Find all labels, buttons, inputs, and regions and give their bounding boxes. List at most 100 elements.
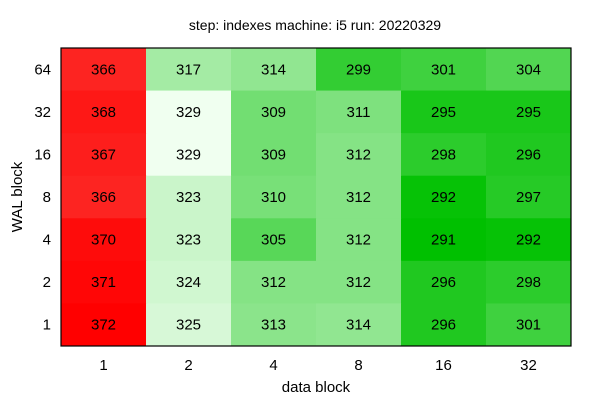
cell-value-label: 301	[516, 317, 541, 334]
y-axis-tick-labels: 64 32 16 8 4 2 1	[34, 61, 51, 333]
cell-value-label: 292	[516, 232, 541, 249]
heatmap-cells	[61, 48, 572, 347]
cell-value-label: 313	[261, 317, 286, 334]
heatmap-cell	[146, 90, 232, 134]
heatmap-cell	[231, 260, 317, 304]
heatmap-cell	[401, 90, 487, 134]
cell-value-label: 367	[91, 146, 116, 163]
heatmap-cell	[61, 303, 147, 347]
cell-value-label: 310	[261, 189, 286, 206]
x-tick-label: 8	[354, 357, 362, 374]
x-tick-label: 16	[435, 357, 452, 374]
heatmap-cell	[146, 133, 232, 177]
cell-value-label: 371	[91, 274, 116, 291]
cell-value-label: 298	[516, 274, 541, 291]
heatmap-cell	[61, 90, 147, 134]
cell-value-label: 296	[516, 146, 541, 163]
y-tick-label: 2	[43, 274, 51, 291]
heatmap-cell	[401, 303, 487, 347]
cell-value-label: 312	[261, 274, 286, 291]
cell-value-label: 329	[176, 104, 201, 121]
cell-value-label: 323	[176, 232, 201, 249]
cell-value-label: 291	[431, 232, 456, 249]
heatmap-cell	[146, 218, 232, 262]
heatmap-cell	[316, 133, 402, 177]
cell-value-label: 312	[346, 232, 371, 249]
heatmap-cell	[486, 133, 572, 177]
y-tick-label: 32	[34, 104, 51, 121]
cell-value-labels: 366 317 314 299 301 304 368 329 309 311 295 295 367 3…	[91, 61, 541, 333]
cell-value-label: 297	[516, 189, 541, 206]
cell-value-label: 311	[347, 104, 371, 121]
cell-value-label: 366	[91, 61, 116, 78]
heatmap-cell	[401, 133, 487, 177]
heatmap-cell	[146, 48, 232, 92]
heatmap-cell	[61, 133, 147, 177]
cell-value-label: 292	[431, 189, 456, 206]
cell-value-label: 312	[346, 146, 371, 163]
cell-value-label: 370	[91, 232, 116, 249]
y-tick-label: 4	[43, 232, 51, 249]
x-tick-label: 2	[184, 357, 192, 374]
cell-value-label: 309	[261, 146, 286, 163]
heatmap-cell	[231, 175, 317, 219]
cell-value-label: 366	[91, 189, 116, 206]
cell-value-label: 317	[176, 61, 201, 78]
heatmap-cell	[401, 48, 487, 92]
x-axis-label: data block	[282, 379, 351, 396]
cell-value-label: 296	[431, 274, 456, 291]
heatmap-cell	[486, 48, 572, 92]
heatmap-cell	[231, 133, 317, 177]
cell-value-label: 304	[516, 61, 541, 78]
heatmap-cell	[61, 48, 147, 92]
cell-value-label: 323	[176, 189, 201, 206]
heatmap-cell	[316, 90, 402, 134]
heatmap-cell	[146, 260, 232, 304]
y-tick-label: 8	[43, 189, 51, 206]
heatmap-cell	[316, 303, 402, 347]
heatmap-cell	[61, 260, 147, 304]
cell-value-label: 295	[431, 104, 456, 121]
heatmap-cell	[486, 218, 572, 262]
cell-value-label: 325	[176, 317, 201, 334]
cell-value-label: 372	[91, 317, 116, 334]
heatmap-cell	[61, 175, 147, 219]
plot-border	[60, 47, 572, 347]
x-axis-tick-labels: 1 2 4 8 16 32	[99, 357, 537, 374]
heatmap-cell	[486, 90, 572, 134]
heatmap-cell	[231, 48, 317, 92]
x-tick-label: 4	[269, 357, 277, 374]
heatmap-cell	[401, 175, 487, 219]
y-tick-label: 16	[34, 146, 51, 163]
heatmap-cell	[401, 218, 487, 262]
cell-value-label: 309	[261, 104, 286, 121]
heatmap-cell	[231, 303, 317, 347]
cell-value-label: 312	[346, 189, 371, 206]
chart-title: step: indexes machine: i5 run: 20220329	[189, 17, 441, 33]
heatmap-cell	[231, 90, 317, 134]
cell-value-label: 301	[431, 61, 456, 78]
x-tick-label: 1	[99, 357, 107, 374]
cell-value-label: 299	[346, 61, 371, 78]
heatmap-cell	[486, 303, 572, 347]
heatmap-cell	[316, 260, 402, 304]
cell-value-label: 296	[431, 317, 456, 334]
heatmap-cell	[486, 175, 572, 219]
cell-value-label: 298	[431, 146, 456, 163]
y-axis-label: WAL block	[9, 161, 26, 232]
heatmap-cell	[316, 218, 402, 262]
y-tick-label: 1	[43, 317, 51, 334]
cell-value-label: 324	[176, 274, 201, 291]
heatmap-cell	[401, 260, 487, 304]
heatmap-cell	[61, 218, 147, 262]
heatmap-cell	[316, 48, 402, 92]
cell-value-label: 295	[516, 104, 541, 121]
cell-value-label: 368	[91, 104, 116, 121]
heatmap-cell	[486, 260, 572, 304]
x-tick-label: 32	[520, 357, 537, 374]
cell-value-label: 329	[176, 146, 201, 163]
heatmap-cell	[146, 175, 232, 219]
heatmap-cell	[231, 218, 317, 262]
